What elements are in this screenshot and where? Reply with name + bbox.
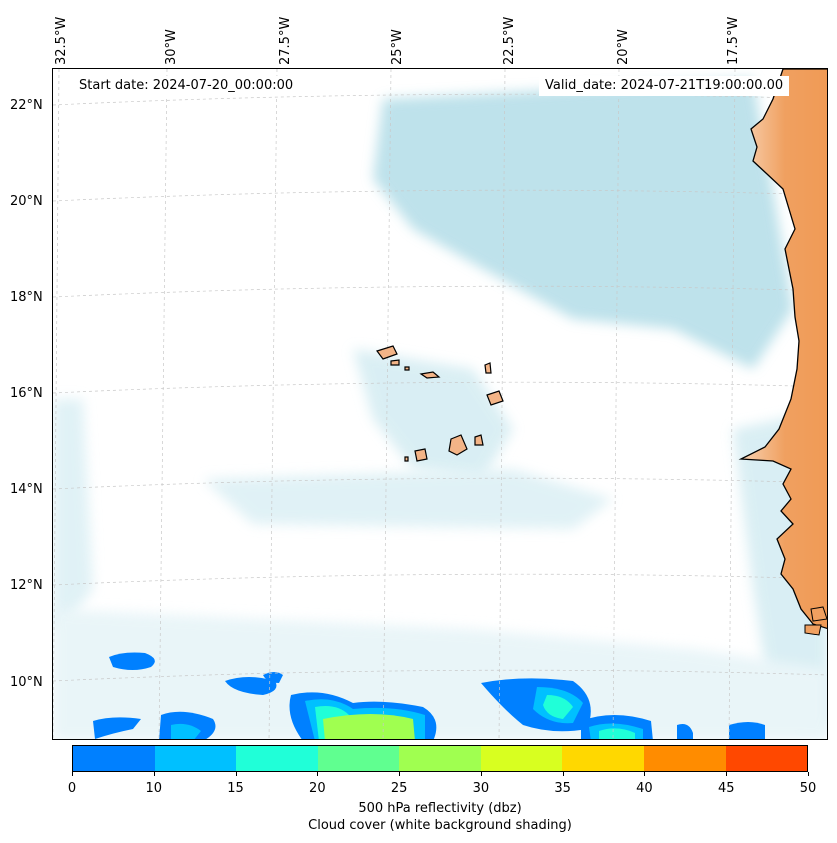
meridian-line — [382, 69, 392, 739]
reflectivity-cell — [729, 722, 765, 739]
latitude-label: 14°N — [10, 482, 43, 497]
island-boa-vista — [486, 390, 504, 406]
cloud-cover-band — [203, 469, 613, 529]
colorbar-tick — [726, 772, 728, 776]
parallel-line — [53, 477, 827, 490]
meridian-line — [268, 69, 278, 739]
colorbar-tick-label: 20 — [309, 781, 326, 796]
island-santa-luzia — [404, 366, 410, 371]
colorbar-tick-label: 35 — [554, 781, 571, 796]
colorbar-segment — [725, 746, 808, 771]
longitude-label: 30°W — [164, 29, 179, 65]
meridian-line — [612, 69, 620, 739]
colorbar-segment — [154, 746, 237, 771]
cloud-cover-north — [373, 79, 793, 369]
colorbar-segment — [399, 746, 481, 771]
colorbar-segment — [562, 746, 644, 771]
island-maio — [474, 434, 484, 446]
colorbar — [72, 745, 808, 772]
reflectivity-cell — [109, 652, 155, 670]
longitude-label: 17.5°W — [726, 16, 741, 65]
parallel-line — [53, 285, 827, 298]
colorbar-tick-label: 15 — [227, 781, 244, 796]
reflectivity-cell — [263, 672, 283, 683]
longitude-label: 27.5°W — [278, 16, 293, 65]
island-fogo — [414, 448, 428, 462]
coast-island — [810, 606, 827, 622]
cloud-cover-west — [53, 399, 93, 629]
island-sao-vicente — [390, 359, 400, 366]
colorbar-segment — [236, 746, 318, 771]
parallel-line — [53, 189, 827, 202]
parallel-line — [53, 93, 827, 106]
map-panel — [52, 68, 828, 740]
cape-verde-islands — [376, 345, 504, 462]
meridian-line — [158, 69, 168, 739]
colorbar-tick — [72, 772, 73, 776]
coast-island — [804, 624, 822, 636]
longitude-label: 25°W — [390, 29, 405, 65]
colorbar-segment — [643, 746, 726, 771]
latitude-label: 22°N — [10, 98, 43, 113]
colorbar-tick — [644, 772, 646, 776]
reflectivity-layer — [93, 652, 765, 739]
colorbar-tick-label: 0 — [67, 781, 77, 796]
cloud-cover-mid — [353, 349, 513, 479]
island-sal — [484, 362, 492, 374]
colorbar-segment — [480, 746, 563, 771]
reflectivity-cell — [93, 717, 141, 739]
colorbar-tick — [399, 772, 401, 776]
reflectivity-cell — [171, 723, 201, 739]
graticule — [53, 69, 827, 739]
meridian-line — [53, 69, 60, 739]
colorbar-tick-label: 30 — [472, 781, 490, 796]
latitude-label: 20°N — [10, 194, 43, 209]
colorbar-tick — [235, 772, 237, 776]
longitude-label: 20°W — [616, 29, 631, 65]
colorbar-tick — [317, 772, 319, 776]
start-date-label: Start date: 2024-07-20_00:00:00 — [73, 76, 300, 96]
colorbar-tick — [153, 772, 155, 776]
reflectivity-cell — [225, 677, 277, 695]
colorbar-tick — [480, 772, 482, 776]
latitude-label: 16°N — [10, 386, 43, 401]
colorbar-tick-label: 50 — [799, 781, 817, 796]
reflectivity-cell — [323, 714, 415, 739]
africa-landmass — [738, 69, 827, 630]
parallel-line — [53, 381, 827, 394]
colorbar-tick — [562, 772, 564, 776]
valid-date-label: Valid_date: 2024-07-21T19:00:00.00 — [539, 76, 790, 96]
colorbar-tick-label: 10 — [145, 781, 163, 796]
colorbar-tick-label: 45 — [717, 781, 735, 796]
latitude-label: 12°N — [10, 578, 43, 593]
colorbar-title: 500 hPa reflectivity (dbz) — [358, 801, 522, 816]
reflectivity-cell — [599, 728, 635, 739]
reflectivity-cell — [543, 695, 573, 719]
longitude-label: 32.5°W — [54, 16, 69, 65]
colorbar-tick — [808, 772, 809, 776]
parallel-line — [53, 573, 827, 586]
island-sao-nicolau — [419, 371, 441, 379]
parallel-line — [53, 669, 827, 682]
island-santiago — [448, 434, 468, 456]
island-brava — [404, 456, 409, 462]
colorbar-segment — [317, 746, 400, 771]
latitude-label: 18°N — [10, 290, 43, 305]
colorbar-segment — [73, 746, 155, 771]
cloud-cover-layer — [53, 79, 827, 739]
land-africa — [738, 69, 827, 636]
colorbar-tick-label: 25 — [390, 781, 408, 796]
colorbar-tick-label: 40 — [636, 781, 653, 796]
cloud-cover-south — [53, 609, 827, 739]
reflectivity-cell — [677, 724, 693, 739]
longitude-label: 22.5°W — [502, 16, 517, 65]
meridian-line — [498, 69, 506, 739]
latitude-label: 10°N — [10, 675, 43, 690]
meridian-line — [728, 69, 736, 739]
colorbar-subtitle: Cloud cover (white background shading) — [308, 818, 572, 833]
island-santo-antao — [376, 345, 398, 360]
